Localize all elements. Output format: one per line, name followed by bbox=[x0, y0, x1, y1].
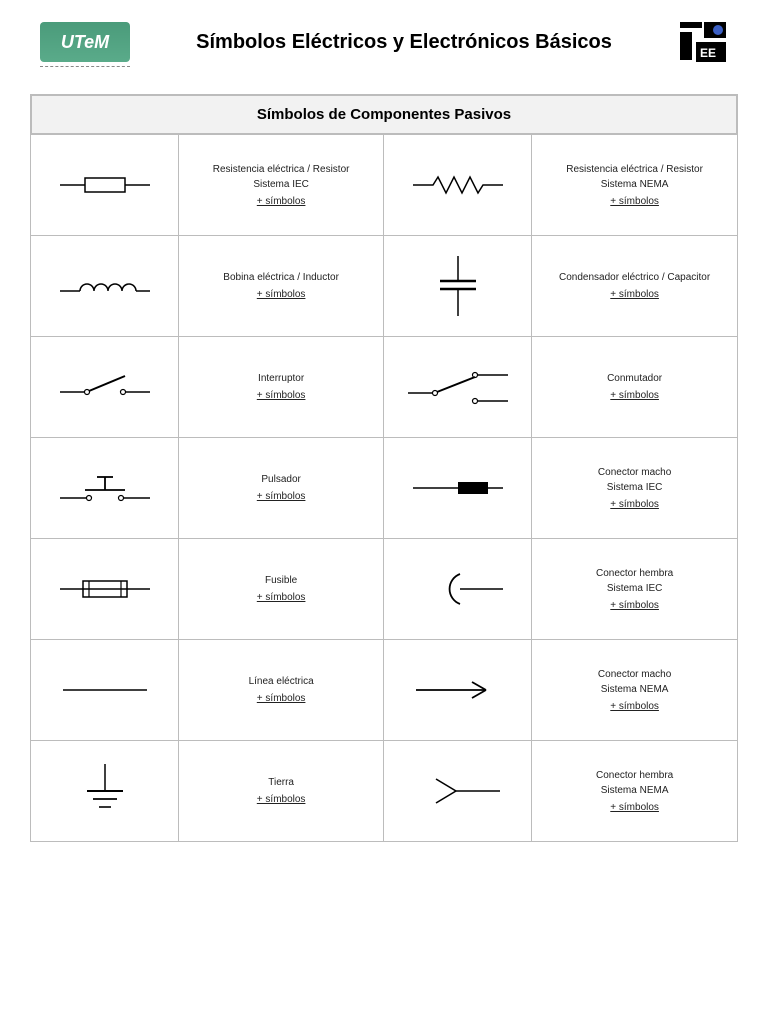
more-symbols-link[interactable]: + símbolos bbox=[257, 691, 306, 706]
table-row: Pulsador + símbolos Conector machoSistem… bbox=[31, 437, 737, 538]
symbol-label: Interruptor bbox=[258, 371, 304, 386]
symbol-label: Línea eléctrica bbox=[249, 674, 314, 689]
more-symbols-link[interactable]: + símbolos bbox=[610, 497, 659, 512]
table-row: Resistencia eléctrica / ResistorSistema … bbox=[31, 134, 737, 235]
symbol-label: Condensador eléctrico / Capacitor bbox=[559, 270, 710, 285]
symbol-label: Bobina eléctrica / Inductor bbox=[223, 270, 339, 285]
symbol-label: Fusible bbox=[265, 573, 297, 588]
symbol-wire bbox=[31, 640, 179, 740]
symbol-label: Tierra bbox=[268, 775, 294, 790]
symbol-switch bbox=[31, 337, 179, 437]
more-symbols-link[interactable]: + símbolos bbox=[610, 287, 659, 302]
label-cell: Bobina eléctrica / Inductor + símbolos bbox=[179, 236, 384, 336]
page-title: Símbolos Eléctricos y Electrónicos Básic… bbox=[130, 31, 678, 54]
table-row: Bobina eléctrica / Inductor + símbolos C… bbox=[31, 235, 737, 336]
symbol-female-connector-iec bbox=[384, 539, 532, 639]
more-symbols-link[interactable]: + símbolos bbox=[257, 792, 306, 807]
table-row: Fusible + símbolos Conector hembraSistem… bbox=[31, 538, 737, 639]
table-row: Línea eléctrica + símbolos Conector mach… bbox=[31, 639, 737, 740]
label-cell: Fusible + símbolos bbox=[179, 539, 384, 639]
symbol-male-connector-nema bbox=[384, 640, 532, 740]
symbol-fuse bbox=[31, 539, 179, 639]
symbol-label: Conector machoSistema IEC bbox=[598, 465, 671, 495]
symbol-female-connector-nema bbox=[384, 741, 532, 841]
symbol-inductor bbox=[31, 236, 179, 336]
label-cell: Conector hembraSistema IEC + símbolos bbox=[532, 539, 737, 639]
symbol-capacitor bbox=[384, 236, 532, 336]
svg-text:EE: EE bbox=[700, 46, 716, 60]
symbol-label: Resistencia eléctrica / ResistorSistema … bbox=[213, 162, 350, 192]
label-cell: Conmutador + símbolos bbox=[532, 337, 737, 437]
label-cell: Condensador eléctrico / Capacitor + símb… bbox=[532, 236, 737, 336]
more-symbols-link[interactable]: + símbolos bbox=[610, 194, 659, 209]
symbol-label: Conector hembraSistema IEC bbox=[596, 566, 673, 596]
label-cell: Tierra + símbolos bbox=[179, 741, 384, 841]
more-symbols-link[interactable]: + símbolos bbox=[610, 699, 659, 714]
table-row: Tierra + símbolos Conector hembraSistema… bbox=[31, 740, 737, 841]
logo-left-text: UTeM bbox=[61, 32, 109, 53]
symbol-label: Conector machoSistema NEMA bbox=[598, 667, 671, 697]
more-symbols-link[interactable]: + símbolos bbox=[610, 598, 659, 613]
symbols-table: Símbolos de Componentes Pasivos Resisten… bbox=[30, 94, 738, 842]
logo-utem: UTeM bbox=[40, 22, 130, 62]
more-symbols-link[interactable]: + símbolos bbox=[257, 489, 306, 504]
symbol-label: Conmutador bbox=[607, 371, 662, 386]
label-cell: Resistencia eléctrica / ResistorSistema … bbox=[532, 135, 737, 235]
symbol-label: Pulsador bbox=[261, 472, 300, 487]
label-cell: Conector machoSistema IEC + símbolos bbox=[532, 438, 737, 538]
section-title: Símbolos de Componentes Pasivos bbox=[31, 95, 737, 134]
symbol-label: Conector hembraSistema NEMA bbox=[596, 768, 673, 798]
symbol-resistor-iec bbox=[31, 135, 179, 235]
more-symbols-link[interactable]: + símbolos bbox=[257, 590, 306, 605]
label-cell: Interruptor + símbolos bbox=[179, 337, 384, 437]
label-cell: Conector machoSistema NEMA + símbolos bbox=[532, 640, 737, 740]
more-symbols-link[interactable]: + símbolos bbox=[610, 388, 659, 403]
symbol-male-connector-iec bbox=[384, 438, 532, 538]
page-header: UTeM Símbolos Eléctricos y Electrónicos … bbox=[30, 20, 738, 64]
more-symbols-link[interactable]: + símbolos bbox=[257, 194, 306, 209]
label-cell: Pulsador + símbolos bbox=[179, 438, 384, 538]
label-cell: Línea eléctrica + símbolos bbox=[179, 640, 384, 740]
symbol-resistor-nema bbox=[384, 135, 532, 235]
label-cell: Resistencia eléctrica / ResistorSistema … bbox=[179, 135, 384, 235]
logo-see: EE bbox=[678, 20, 728, 64]
label-cell: Conector hembraSistema NEMA + símbolos bbox=[532, 741, 737, 841]
symbol-label: Resistencia eléctrica / ResistorSistema … bbox=[566, 162, 703, 192]
more-symbols-link[interactable]: + símbolos bbox=[257, 388, 306, 403]
table-row: Interruptor + símbolos Conmutador + símb… bbox=[31, 336, 737, 437]
symbol-pushbutton bbox=[31, 438, 179, 538]
more-symbols-link[interactable]: + símbolos bbox=[257, 287, 306, 302]
symbol-ground bbox=[31, 741, 179, 841]
more-symbols-link[interactable]: + símbolos bbox=[610, 800, 659, 815]
symbol-commutator bbox=[384, 337, 532, 437]
